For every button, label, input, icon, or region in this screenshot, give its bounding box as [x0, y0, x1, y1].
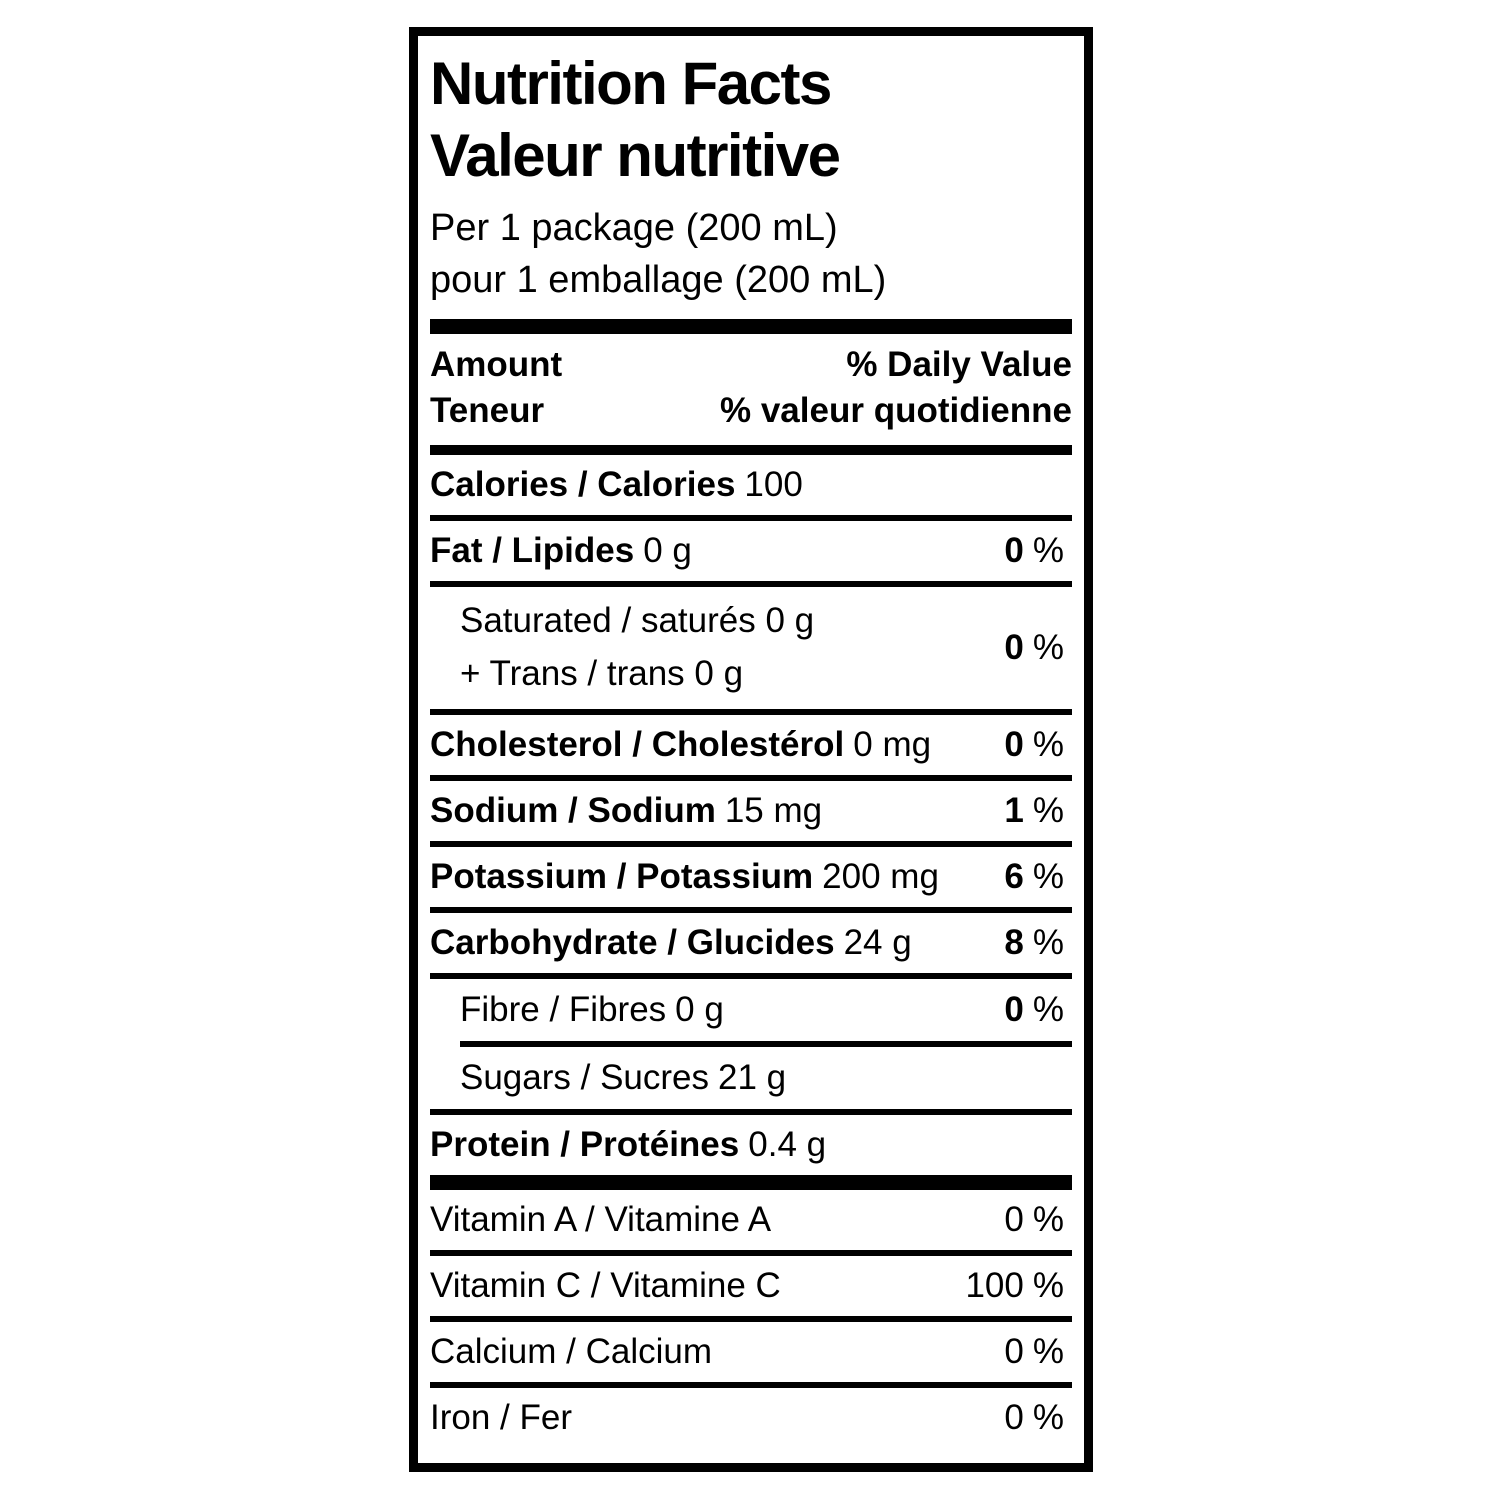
calories-row: Calories / Calories 100 [430, 455, 1072, 515]
thick-separator-bar-top [430, 318, 1072, 334]
nutrient-row-fibre: Fibre / Fibres 0 g 0% [430, 979, 1072, 1041]
daily-value-header-fr: % valeur quotidienne [720, 391, 1072, 431]
vitamin-row-vitamin-a: Vitamin A / Vitamine A 0% [430, 1190, 1072, 1250]
nutrient-name-line2: + Trans / trans 0 g [460, 653, 744, 693]
nutrient-amount: 24 g [843, 922, 912, 962]
nutrient-row-protein: Protein / Protéines 0.4 g [430, 1115, 1072, 1175]
nutrient-row-sugars: Sugars / Sucres 21 g [430, 1047, 1072, 1109]
calories-name: Calories / Calories [430, 464, 736, 504]
nutrient-name: Cholesterol / Cholestérol [430, 724, 845, 764]
nutrient-name: Fibre / Fibres [460, 989, 667, 1029]
row-divider [430, 1249, 1072, 1256]
row-divider [430, 708, 1072, 715]
vitamin-row-calcium: Calcium / Calcium 0% [430, 1322, 1072, 1382]
label-header: Nutrition Facts Valeur nutritive Per 1 p… [430, 36, 1072, 319]
vitamin-row-vitamin-c: Vitamin C / Vitamine C 100% [430, 1256, 1072, 1316]
nutrient-dv: 0% [1004, 530, 1064, 570]
thick-separator-bar-bottom [430, 1174, 1072, 1190]
nutrient-amount: 0 mg [853, 724, 932, 764]
row-divider [430, 1381, 1072, 1388]
nutrient-row-carbohydrate: Carbohydrate / Glucides 24 g 8% [430, 913, 1072, 973]
header-separator [430, 444, 1072, 455]
column-headers: Amount % Daily Value Teneur % valeur quo… [430, 334, 1072, 445]
micronutrient-dv: 0% [1004, 1331, 1064, 1371]
serving-size-fr: pour 1 emballage (200 mL) [430, 259, 887, 302]
row-divider [430, 840, 1072, 847]
row-divider [430, 906, 1072, 913]
micronutrient-name: Calcium / Calcium [430, 1331, 712, 1371]
row-divider [430, 1108, 1072, 1115]
nutrient-name-line1: Saturated / saturés 0 g [460, 601, 815, 641]
nutrient-amount: 200 mg [822, 856, 939, 896]
nutrient-row-sodium: Sodium / Sodium 15 mg 1% [430, 781, 1072, 841]
amount-header-fr: Teneur [430, 391, 545, 431]
nutrition-facts-label: Nutrition Facts Valeur nutritive Per 1 p… [409, 27, 1093, 1472]
micronutrient-dv: 0% [1004, 1199, 1064, 1239]
nutrient-amount: 21 g [718, 1057, 787, 1097]
micronutrient-name: Vitamin C / Vitamine C [430, 1265, 781, 1305]
serving-size-en: Per 1 package (200 mL) [430, 207, 838, 249]
daily-value-header-en: % Daily Value [846, 344, 1072, 384]
nutrient-name: Protein / Protéines [430, 1124, 740, 1164]
row-divider-indented [460, 1040, 1072, 1047]
nutrient-row-fat: Fat / Lipides 0 g 0% [430, 521, 1072, 581]
row-divider [430, 580, 1072, 587]
nutrient-amount: 0 g [643, 530, 692, 570]
amount-header-en: Amount [430, 344, 563, 384]
nutrient-row-cholesterol: Cholesterol / Cholestérol 0 mg 0% [430, 715, 1072, 775]
micronutrient-dv: 100% [965, 1265, 1064, 1305]
nutrient-dv: 0% [1004, 627, 1064, 667]
nutrient-name: Fat / Lipides [430, 530, 635, 570]
micronutrient-name: Iron / Fer [430, 1397, 572, 1437]
nutrient-dv: 1% [1004, 790, 1064, 830]
vitamin-row-iron: Iron / Fer 0% [430, 1388, 1072, 1448]
nutrient-dv: 0% [1004, 724, 1064, 764]
nutrient-dv: 6% [1004, 856, 1064, 896]
title-en: Nutrition Facts [430, 50, 832, 117]
title-fr: Valeur nutritive [430, 122, 841, 189]
nutrient-name: Carbohydrate / Glucides [430, 922, 835, 962]
nutrient-name: Sugars / Sucres [460, 1057, 709, 1097]
nutrient-amount: 15 mg [724, 790, 823, 830]
nutrient-name: Potassium / Potassium [430, 856, 814, 896]
nutrient-amount: 0 g [675, 989, 724, 1029]
row-divider [430, 1315, 1072, 1322]
row-divider [430, 774, 1072, 781]
nutrient-amount: 0.4 g [748, 1124, 827, 1164]
nutrient-row-potassium: Potassium / Potassium 200 mg 6% [430, 847, 1072, 907]
nutrient-dv: 8% [1004, 922, 1064, 962]
micronutrient-name: Vitamin A / Vitamine A [430, 1199, 772, 1239]
nutrient-dv: 0% [1004, 989, 1064, 1029]
calories-amount: 100 [744, 464, 803, 504]
row-divider [430, 972, 1072, 979]
nutrient-name: Sodium / Sodium [430, 790, 716, 830]
row-divider [430, 514, 1072, 521]
nutrient-row-saturated-trans: Saturated / saturés 0 g + Trans / trans … [430, 587, 1072, 709]
micronutrient-dv: 0% [1004, 1397, 1064, 1437]
